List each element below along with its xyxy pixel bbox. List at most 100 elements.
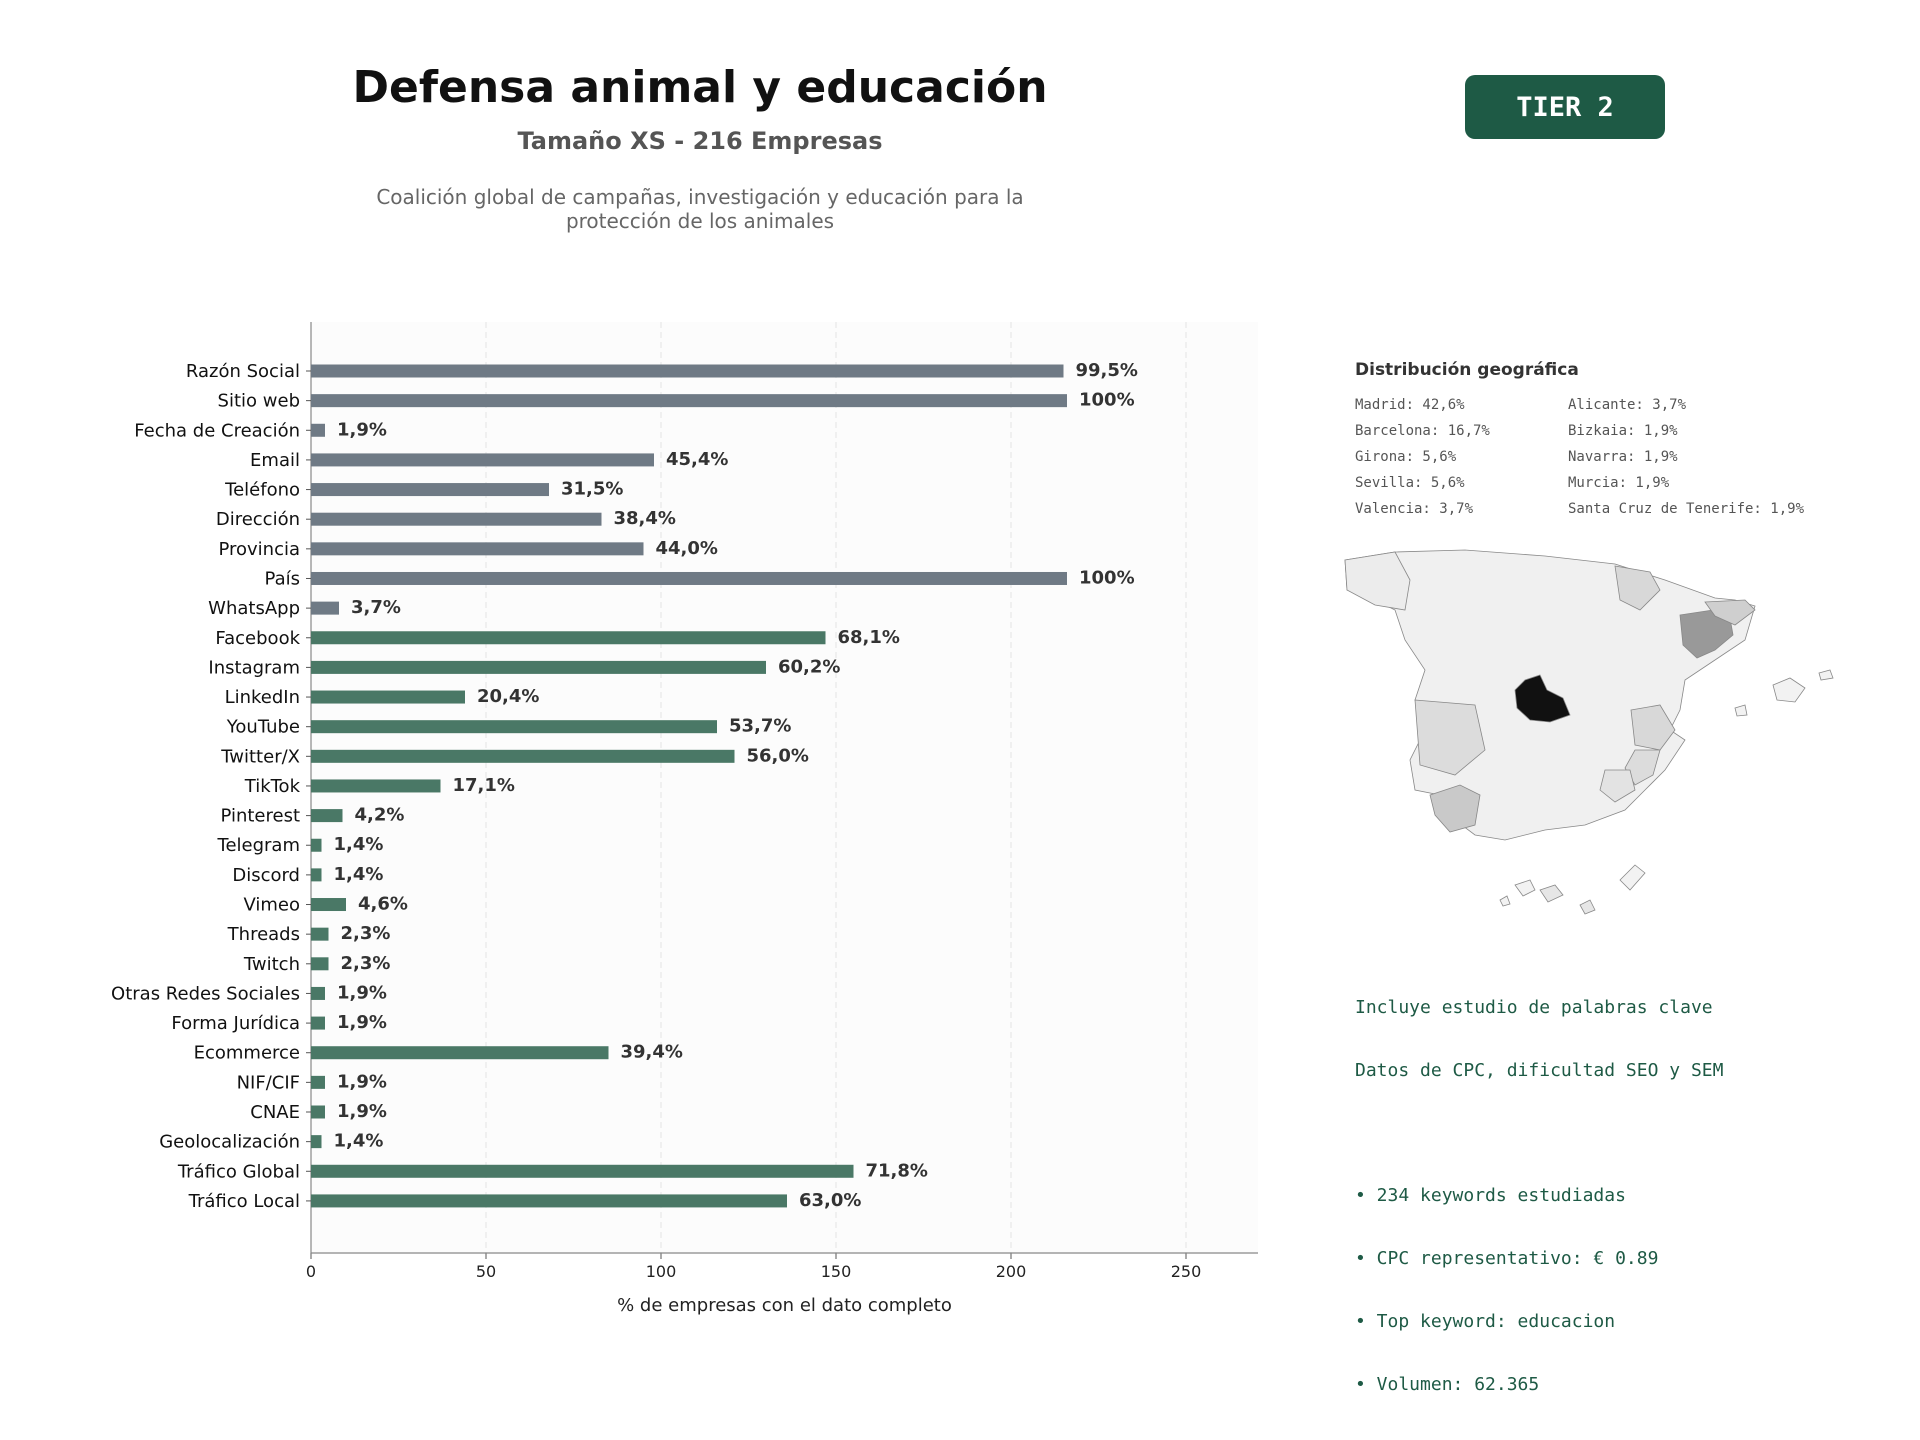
bar (311, 660, 766, 674)
category-label: Telegram (217, 835, 300, 856)
category-label: Otras Redes Sociales (111, 983, 300, 1004)
category-label: Razón Social (186, 361, 300, 382)
category-label: Instagram (208, 657, 300, 678)
completeness-bar-chart: 0 50 100 150 200 250 Razón Social 99,5% Sitio we… (111, 322, 1258, 1316)
keywords-line-2: Datos de CPC, dificultad SEO y SEM (1355, 1060, 1724, 1081)
category-label: Geolocalización (159, 1132, 300, 1153)
category-label: LinkedIn (225, 687, 300, 708)
value-label: 1,9% (337, 982, 387, 1003)
map-extremadura (1414, 699, 1486, 776)
map-canarias-4 (1619, 864, 1646, 891)
value-label: 100% (1079, 567, 1135, 588)
bar (311, 838, 322, 852)
keywords-bullet: • Top keyword: educacion (1355, 1311, 1616, 1332)
value-label: 45,4% (666, 449, 728, 470)
bar (311, 631, 826, 645)
bar (311, 423, 325, 437)
geo-item: Barcelona: 16,7% (1355, 423, 1490, 439)
x-axis-label: % de empresas con el dato completo (617, 1295, 952, 1316)
map-navarra (1614, 565, 1661, 611)
bar (311, 720, 717, 734)
value-label: 4,6% (358, 894, 408, 915)
plot-area (311, 322, 1258, 1253)
geo-item: Valencia: 3,7% (1355, 501, 1474, 517)
value-label: 1,9% (337, 1101, 387, 1122)
value-label: 100% (1079, 390, 1135, 411)
category-label: CNAE (250, 1102, 300, 1123)
category-label: Facebook (215, 628, 300, 649)
description-line-2: protección de los animales (565, 209, 835, 233)
value-label: 68,1% (838, 627, 900, 648)
bar (311, 1164, 854, 1178)
geo-item: Navarra: 1,9% (1568, 449, 1678, 465)
value-label: 38,4% (614, 508, 676, 529)
x-tick-label: 150 (821, 1262, 852, 1281)
keywords-bullet: • 234 keywords estudiadas (1355, 1185, 1626, 1206)
bar (311, 364, 1064, 378)
value-label: 31,5% (561, 479, 623, 500)
category-label: Email (250, 450, 300, 471)
category-label: WhatsApp (208, 598, 300, 619)
bar (311, 986, 325, 1000)
map-alicante (1624, 749, 1661, 786)
category-label: Vimeo (243, 895, 300, 916)
geo-item: Sevilla: 5,6% (1355, 475, 1465, 491)
map-canarias-5 (1499, 895, 1511, 907)
value-label: 1,9% (337, 419, 387, 440)
value-label: 44,0% (656, 538, 718, 559)
map-sevilla (1429, 784, 1481, 833)
category-label: Provincia (218, 539, 300, 560)
value-label: 2,3% (341, 923, 391, 944)
description-line-1: Coalición global de campañas, investigac… (376, 185, 1024, 209)
value-label: 1,9% (337, 1071, 387, 1092)
value-label: 3,7% (351, 597, 401, 618)
map-canarias-3 (1579, 899, 1596, 915)
category-label: Threads (227, 924, 300, 945)
value-label: 20,4% (477, 686, 539, 707)
keywords-bullet: • Volumen: 62.365 (1355, 1374, 1540, 1395)
category-label: Teléfono (224, 480, 300, 501)
map-murcia (1599, 769, 1636, 803)
geo-item: Murcia: 1,9% (1568, 475, 1670, 491)
bar (311, 927, 329, 941)
category-label: País (265, 568, 300, 589)
map-girona (1704, 599, 1756, 626)
category-label: NIF/CIF (237, 1072, 300, 1093)
map-canarias-1 (1514, 879, 1536, 897)
bar (311, 571, 1067, 585)
map-valencia (1630, 704, 1676, 751)
geo-distribution-title: Distribución geográfica (1355, 360, 1579, 380)
x-tick-label: 250 (1171, 1262, 1202, 1281)
bar (311, 601, 339, 615)
bar (311, 1046, 609, 1060)
category-label: Sitio web (218, 391, 300, 412)
value-label: 4,2% (355, 805, 405, 826)
bar (311, 1016, 325, 1030)
map-ibiza (1734, 704, 1748, 717)
bar (311, 690, 465, 704)
geo-item: Madrid: 42,6% (1355, 397, 1465, 413)
bar (311, 749, 735, 763)
page-subtitle: Tamaño XS - 216 Empresas (517, 127, 883, 155)
bar (311, 483, 549, 497)
geo-item: Santa Cruz de Tenerife: 1,9% (1568, 501, 1805, 517)
bar (311, 453, 654, 467)
value-label: 1,4% (334, 834, 384, 855)
bar (311, 898, 346, 912)
value-label: 1,9% (337, 1012, 387, 1033)
keywords-block: Incluye estudio de palabras clave Datos … (1355, 955, 1723, 1416)
value-label: 99,5% (1076, 360, 1138, 381)
category-label: Discord (232, 865, 300, 886)
bar (311, 957, 329, 971)
category-label: Ecommerce (194, 1043, 300, 1064)
page-description: Coalición global de campañas, investigac… (300, 185, 1100, 233)
bar (311, 1075, 325, 1089)
bar (311, 1135, 322, 1149)
x-tick-label: 200 (996, 1262, 1027, 1281)
geo-item: Girona: 5,6% (1355, 449, 1457, 465)
value-label: 60,2% (778, 656, 840, 677)
bar (311, 809, 343, 823)
category-label: Fecha de Creación (134, 420, 300, 441)
category-label: Tráfico Global (177, 1161, 300, 1182)
map-menorca (1818, 669, 1834, 681)
